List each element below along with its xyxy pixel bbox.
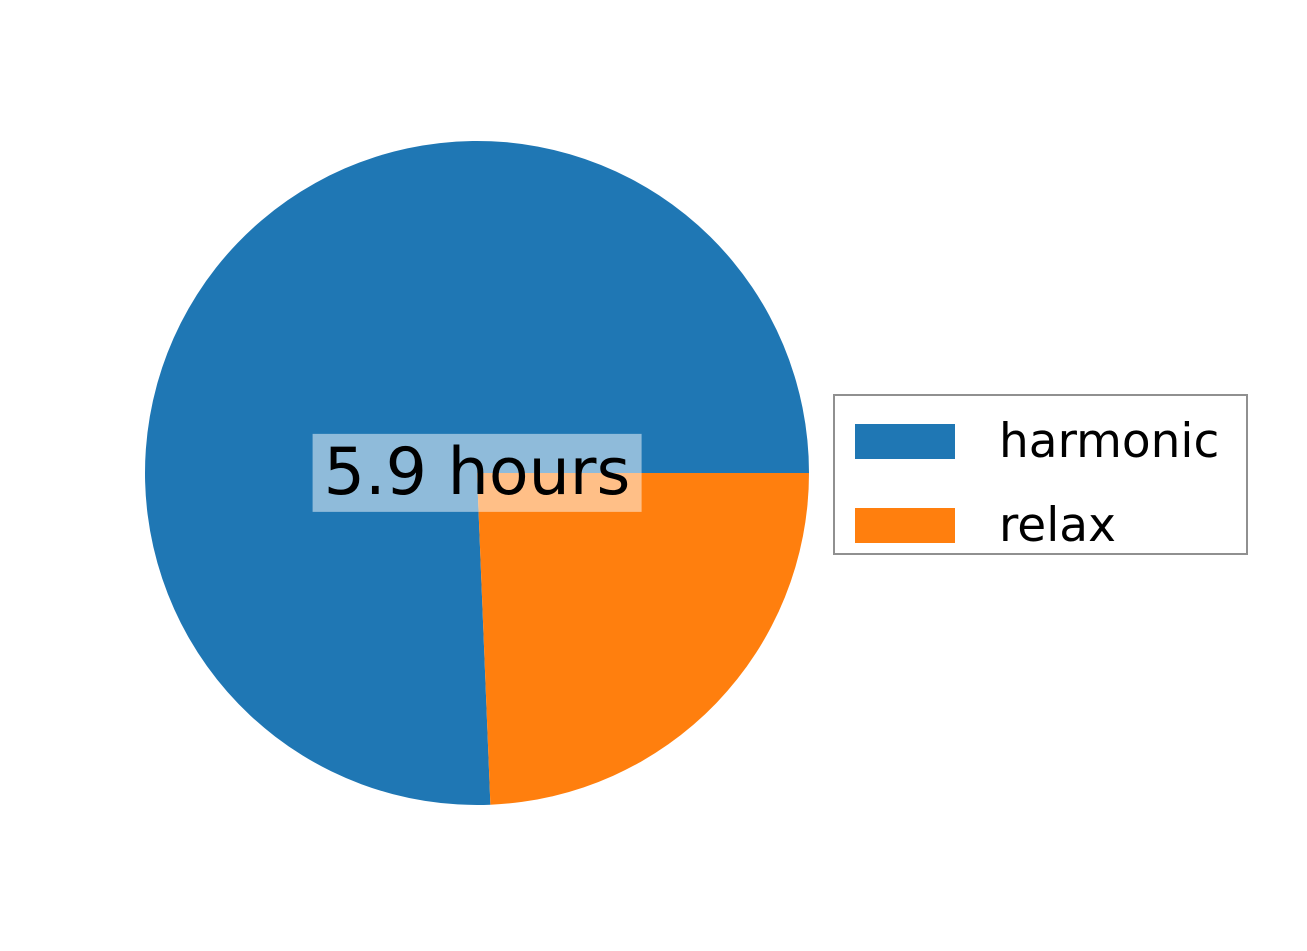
legend-swatch-harmonic: [855, 424, 955, 459]
legend-label-harmonic: harmonic: [999, 414, 1220, 469]
legend-item-harmonic: harmonic: [855, 418, 1246, 465]
legend: harmonic relax: [833, 394, 1248, 555]
legend-swatch-relax: [855, 508, 955, 543]
legend-label-relax: relax: [999, 498, 1116, 553]
legend-item-relax: relax: [855, 502, 1246, 549]
pie-slice-relax: [477, 473, 809, 805]
center-value-label: 5.9 hours: [312, 433, 642, 513]
